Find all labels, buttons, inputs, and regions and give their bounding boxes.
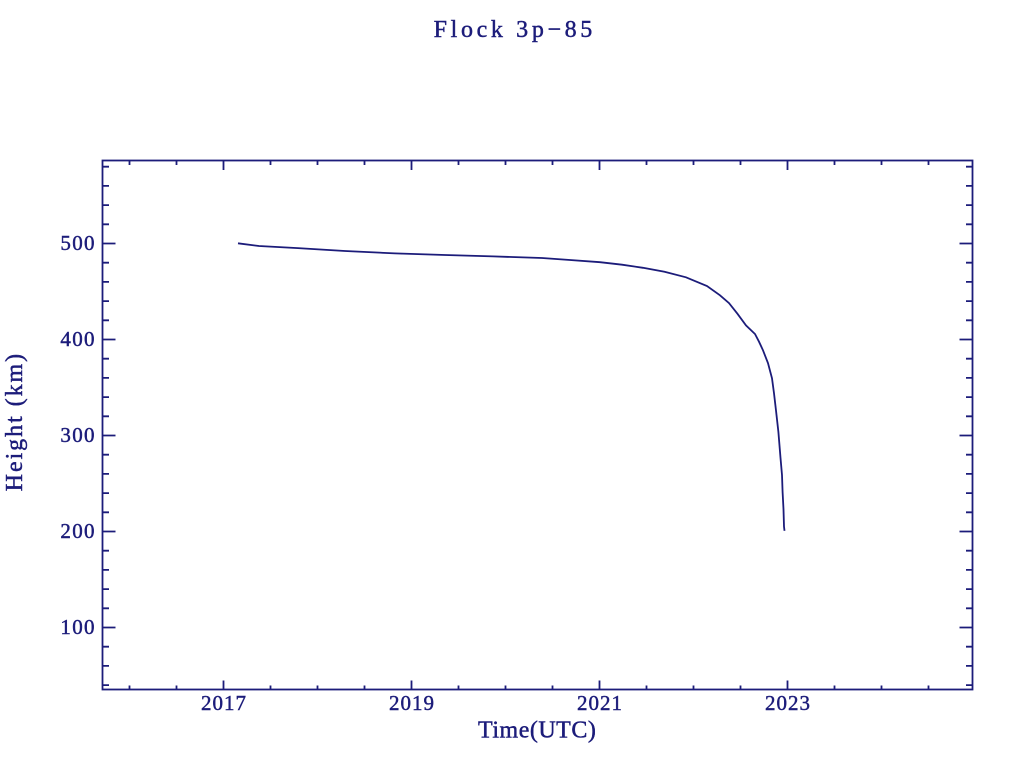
- svg-text:2017: 2017: [201, 691, 247, 715]
- svg-text:100: 100: [60, 615, 95, 639]
- svg-text:400: 400: [60, 327, 95, 351]
- svg-text:2023: 2023: [765, 691, 811, 715]
- svg-text:2019: 2019: [389, 691, 435, 715]
- svg-text:500: 500: [60, 231, 95, 255]
- svg-text:2021: 2021: [577, 691, 623, 715]
- svg-text:Height (km): Height (km): [2, 352, 28, 491]
- svg-text:Time(UTC): Time(UTC): [478, 718, 596, 744]
- svg-text:Flock 3p−85: Flock 3p−85: [434, 17, 596, 43]
- svg-text:200: 200: [60, 519, 95, 543]
- svg-text:300: 300: [60, 423, 95, 447]
